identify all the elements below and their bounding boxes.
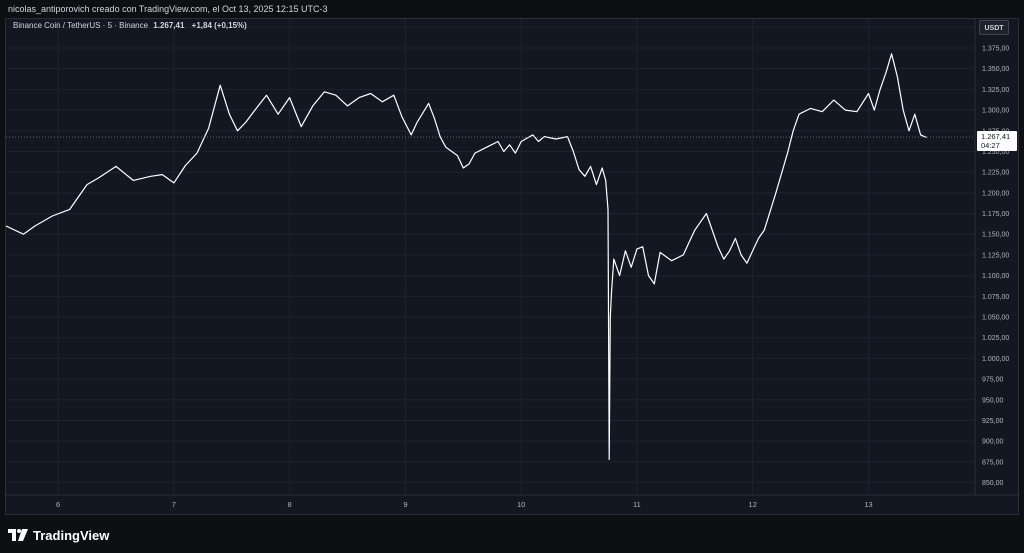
time-tick-label: 10 <box>517 500 525 509</box>
price-tick-label: 1.250,00 <box>982 149 1009 156</box>
time-tick-label: 11 <box>633 500 641 509</box>
change-value: +1,84 (+0,15%) <box>191 21 247 30</box>
time-tick-label: 6 <box>56 500 60 509</box>
price-tick-label: 1.000,00 <box>982 356 1009 363</box>
price-axis: 1.400,001.375,001.350,001.325,001.300,00… <box>982 25 1009 487</box>
price-tick-label: 1.025,00 <box>982 335 1009 342</box>
price-tick-label: 950,00 <box>982 397 1004 404</box>
time-tick-label: 12 <box>749 500 757 509</box>
time-tick-label: 13 <box>864 500 872 509</box>
time-tick-label: 9 <box>403 500 407 509</box>
attribution-text: nicolas_antiporovich creado con TradingV… <box>8 4 328 14</box>
last-price-value: 1.267,41 <box>981 132 1010 141</box>
price-tick-label: 1.150,00 <box>982 232 1009 239</box>
price-tick-label: 1.075,00 <box>982 294 1009 301</box>
price-tick-label: 1.100,00 <box>982 273 1009 280</box>
symbol-name: Binance Coin / TetherUS · 5 · Binance <box>13 21 149 30</box>
price-line <box>5 53 927 460</box>
currency-button[interactable]: USDT <box>979 20 1009 35</box>
price-tick-label: 1.200,00 <box>982 190 1009 197</box>
price-tick-label: 1.225,00 <box>982 170 1009 177</box>
countdown-value: 04:27 <box>981 141 1000 150</box>
price-tick-label: 975,00 <box>982 377 1004 384</box>
price-tick-label: 900,00 <box>982 439 1004 446</box>
grid-lines <box>6 19 1018 496</box>
symbol-legend: Binance Coin / TetherUS · 5 · Binance 1.… <box>13 21 247 30</box>
time-axis: 6 7 8 9 10 11 12 13 <box>56 500 873 509</box>
price-tick-label: 1.350,00 <box>982 66 1009 73</box>
tradingview-logo-icon <box>8 529 28 541</box>
last-price-label: 1.267,41 04:27 <box>977 131 1017 152</box>
price-tick-label: 875,00 <box>982 459 1004 466</box>
price-tick-label: 1.050,00 <box>982 315 1009 322</box>
time-tick-label: 8 <box>288 500 292 509</box>
price-tick-label: 1.325,00 <box>982 87 1009 94</box>
price-tick-label: 1.300,00 <box>982 108 1009 115</box>
price-tick-label: 1.125,00 <box>982 252 1009 259</box>
price-tick-label: 1.175,00 <box>982 211 1009 218</box>
brand-name: TradingView <box>33 527 110 543</box>
time-tick-label: 7 <box>172 500 176 509</box>
price-tick-label: 850,00 <box>982 480 1004 487</box>
price-tick-label: 925,00 <box>982 418 1004 425</box>
price-tick-label: 1.375,00 <box>982 45 1009 52</box>
last-value: 1.267,41 <box>153 21 185 30</box>
tradingview-logo[interactable]: TradingView <box>8 527 109 543</box>
